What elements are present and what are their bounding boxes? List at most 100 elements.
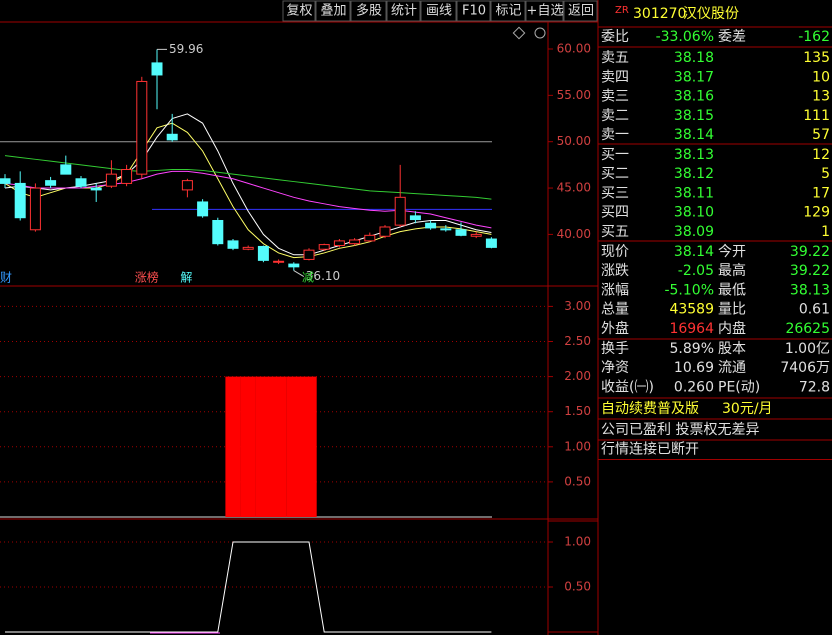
annotation-leader xyxy=(293,270,305,277)
field-value: 5 xyxy=(821,166,830,182)
field-label: 买三 xyxy=(601,185,629,201)
y-tick-label: 40.00 xyxy=(557,227,591,241)
toolbar-button[interactable] xyxy=(282,0,316,22)
candle-body xyxy=(303,249,315,260)
candle-body xyxy=(151,62,163,76)
field-value: 38.17 xyxy=(674,69,714,85)
candle-body xyxy=(60,164,72,175)
toolbar-button[interactable] xyxy=(525,0,564,22)
signal-line xyxy=(5,541,492,633)
signal-bar xyxy=(271,376,287,517)
field-value: 38.16 xyxy=(674,89,714,105)
field-value: -162 xyxy=(798,29,830,45)
field-value: 38.15 xyxy=(674,108,714,124)
toolbar-label[interactable]: 标记 xyxy=(495,4,521,19)
y-tick-label: 2.00 xyxy=(564,369,591,383)
candle-body xyxy=(333,240,345,247)
field-value: 1.00亿 xyxy=(785,341,830,357)
toolbar-button[interactable] xyxy=(420,0,457,22)
field-label: 卖四 xyxy=(601,69,629,85)
toolbar-label[interactable]: 返回 xyxy=(568,4,594,19)
y-tick-label: 45.00 xyxy=(557,181,591,195)
field-value: 0.260 xyxy=(674,379,714,395)
signal-bar xyxy=(255,376,272,517)
y-tick-label: 1.00 xyxy=(564,535,591,549)
field-value: 135 xyxy=(803,50,830,66)
field-value: 38.12 xyxy=(674,166,714,182)
toolbar-button[interactable] xyxy=(563,0,598,22)
toolbar-label[interactable]: 叠加 xyxy=(320,4,346,19)
field-label: 量比 xyxy=(718,302,746,318)
field-label: 委比 xyxy=(601,29,629,45)
candle-body xyxy=(257,245,269,261)
toolbar-label[interactable]: F10 xyxy=(462,4,486,19)
field-label: 股本 xyxy=(718,341,746,357)
toolbar-label[interactable]: 画线 xyxy=(426,4,452,19)
toolbar-label[interactable]: 统计 xyxy=(391,4,417,19)
candle-body xyxy=(455,229,467,236)
field-label: 卖一 xyxy=(601,127,629,143)
field-label: 最低 xyxy=(718,282,746,298)
candle-body xyxy=(75,178,87,187)
field-value: 5.89% xyxy=(670,341,714,357)
field-value: 38.14 xyxy=(674,127,714,143)
field-value: 17 xyxy=(812,185,830,201)
field-value: 38.10 xyxy=(674,205,714,221)
field-label: 收益(㈠) xyxy=(601,379,654,395)
field-label: 卖二 xyxy=(601,108,629,124)
toolbar-button[interactable] xyxy=(386,0,421,22)
stock-code: 301270 xyxy=(633,6,686,22)
field-value: 38.14 xyxy=(674,244,714,260)
candle-body xyxy=(90,187,102,191)
axis-box xyxy=(547,520,599,633)
field-value: -5.10% xyxy=(664,282,714,298)
field-value: 72.8 xyxy=(799,379,830,395)
toolbar-label[interactable]: 多股 xyxy=(356,3,382,19)
annotation: 59.96 xyxy=(169,42,203,56)
signal-bar xyxy=(301,376,317,517)
settings-icon[interactable] xyxy=(534,27,546,39)
candle-body xyxy=(45,180,57,186)
y-tick-label: 2.50 xyxy=(564,334,591,348)
field-value: 38.11 xyxy=(674,185,714,201)
signal-bar xyxy=(286,376,302,517)
y-tick-label: 60.00 xyxy=(557,42,591,56)
event-marker: 财 xyxy=(0,271,12,285)
toolbar-label[interactable]: +自选 xyxy=(527,4,564,19)
annotation: 36.10 xyxy=(306,269,340,283)
candle-body xyxy=(0,178,11,184)
toolbar-button[interactable] xyxy=(350,0,387,22)
field-label: 卖三 xyxy=(601,89,629,105)
field-value: 43589 xyxy=(669,302,714,318)
toolbar-button[interactable] xyxy=(490,0,526,22)
field-value: -2.05 xyxy=(678,263,714,279)
candle-body xyxy=(364,234,376,242)
field-value: 38.13 xyxy=(674,147,714,163)
toolbar-button[interactable] xyxy=(456,0,491,22)
toolbar-button[interactable] xyxy=(315,0,351,22)
candle-body xyxy=(136,80,148,175)
y-tick-label: 3.00 xyxy=(564,299,591,313)
field-value: 38.18 xyxy=(674,50,714,66)
candle-body xyxy=(485,238,497,248)
status-note: 行情连接已断开 xyxy=(601,441,699,458)
signal-bar xyxy=(240,376,256,517)
promo[interactable]: 自动续费普及版 xyxy=(601,400,699,417)
event-marker: 减 xyxy=(302,271,314,285)
field-value: 129 xyxy=(803,205,830,221)
field-label: 今开 xyxy=(718,244,746,260)
field-label: 现价 xyxy=(601,244,629,260)
y-tick-label: 0.50 xyxy=(564,474,591,488)
y-tick-label: 0.50 xyxy=(564,580,591,594)
y-tick-label: 1.50 xyxy=(564,404,591,418)
candle-body xyxy=(409,215,421,221)
candle-body xyxy=(105,173,117,187)
diamond-icon[interactable] xyxy=(512,26,526,40)
field-value: 16964 xyxy=(669,321,714,337)
toolbar-label[interactable]: 复权 xyxy=(286,3,312,19)
field-value: 1 xyxy=(821,224,830,240)
candle-body xyxy=(242,246,254,250)
candle-body xyxy=(394,196,406,226)
promo-price[interactable]: 30元/月 xyxy=(722,401,773,417)
candle-body xyxy=(288,263,300,268)
